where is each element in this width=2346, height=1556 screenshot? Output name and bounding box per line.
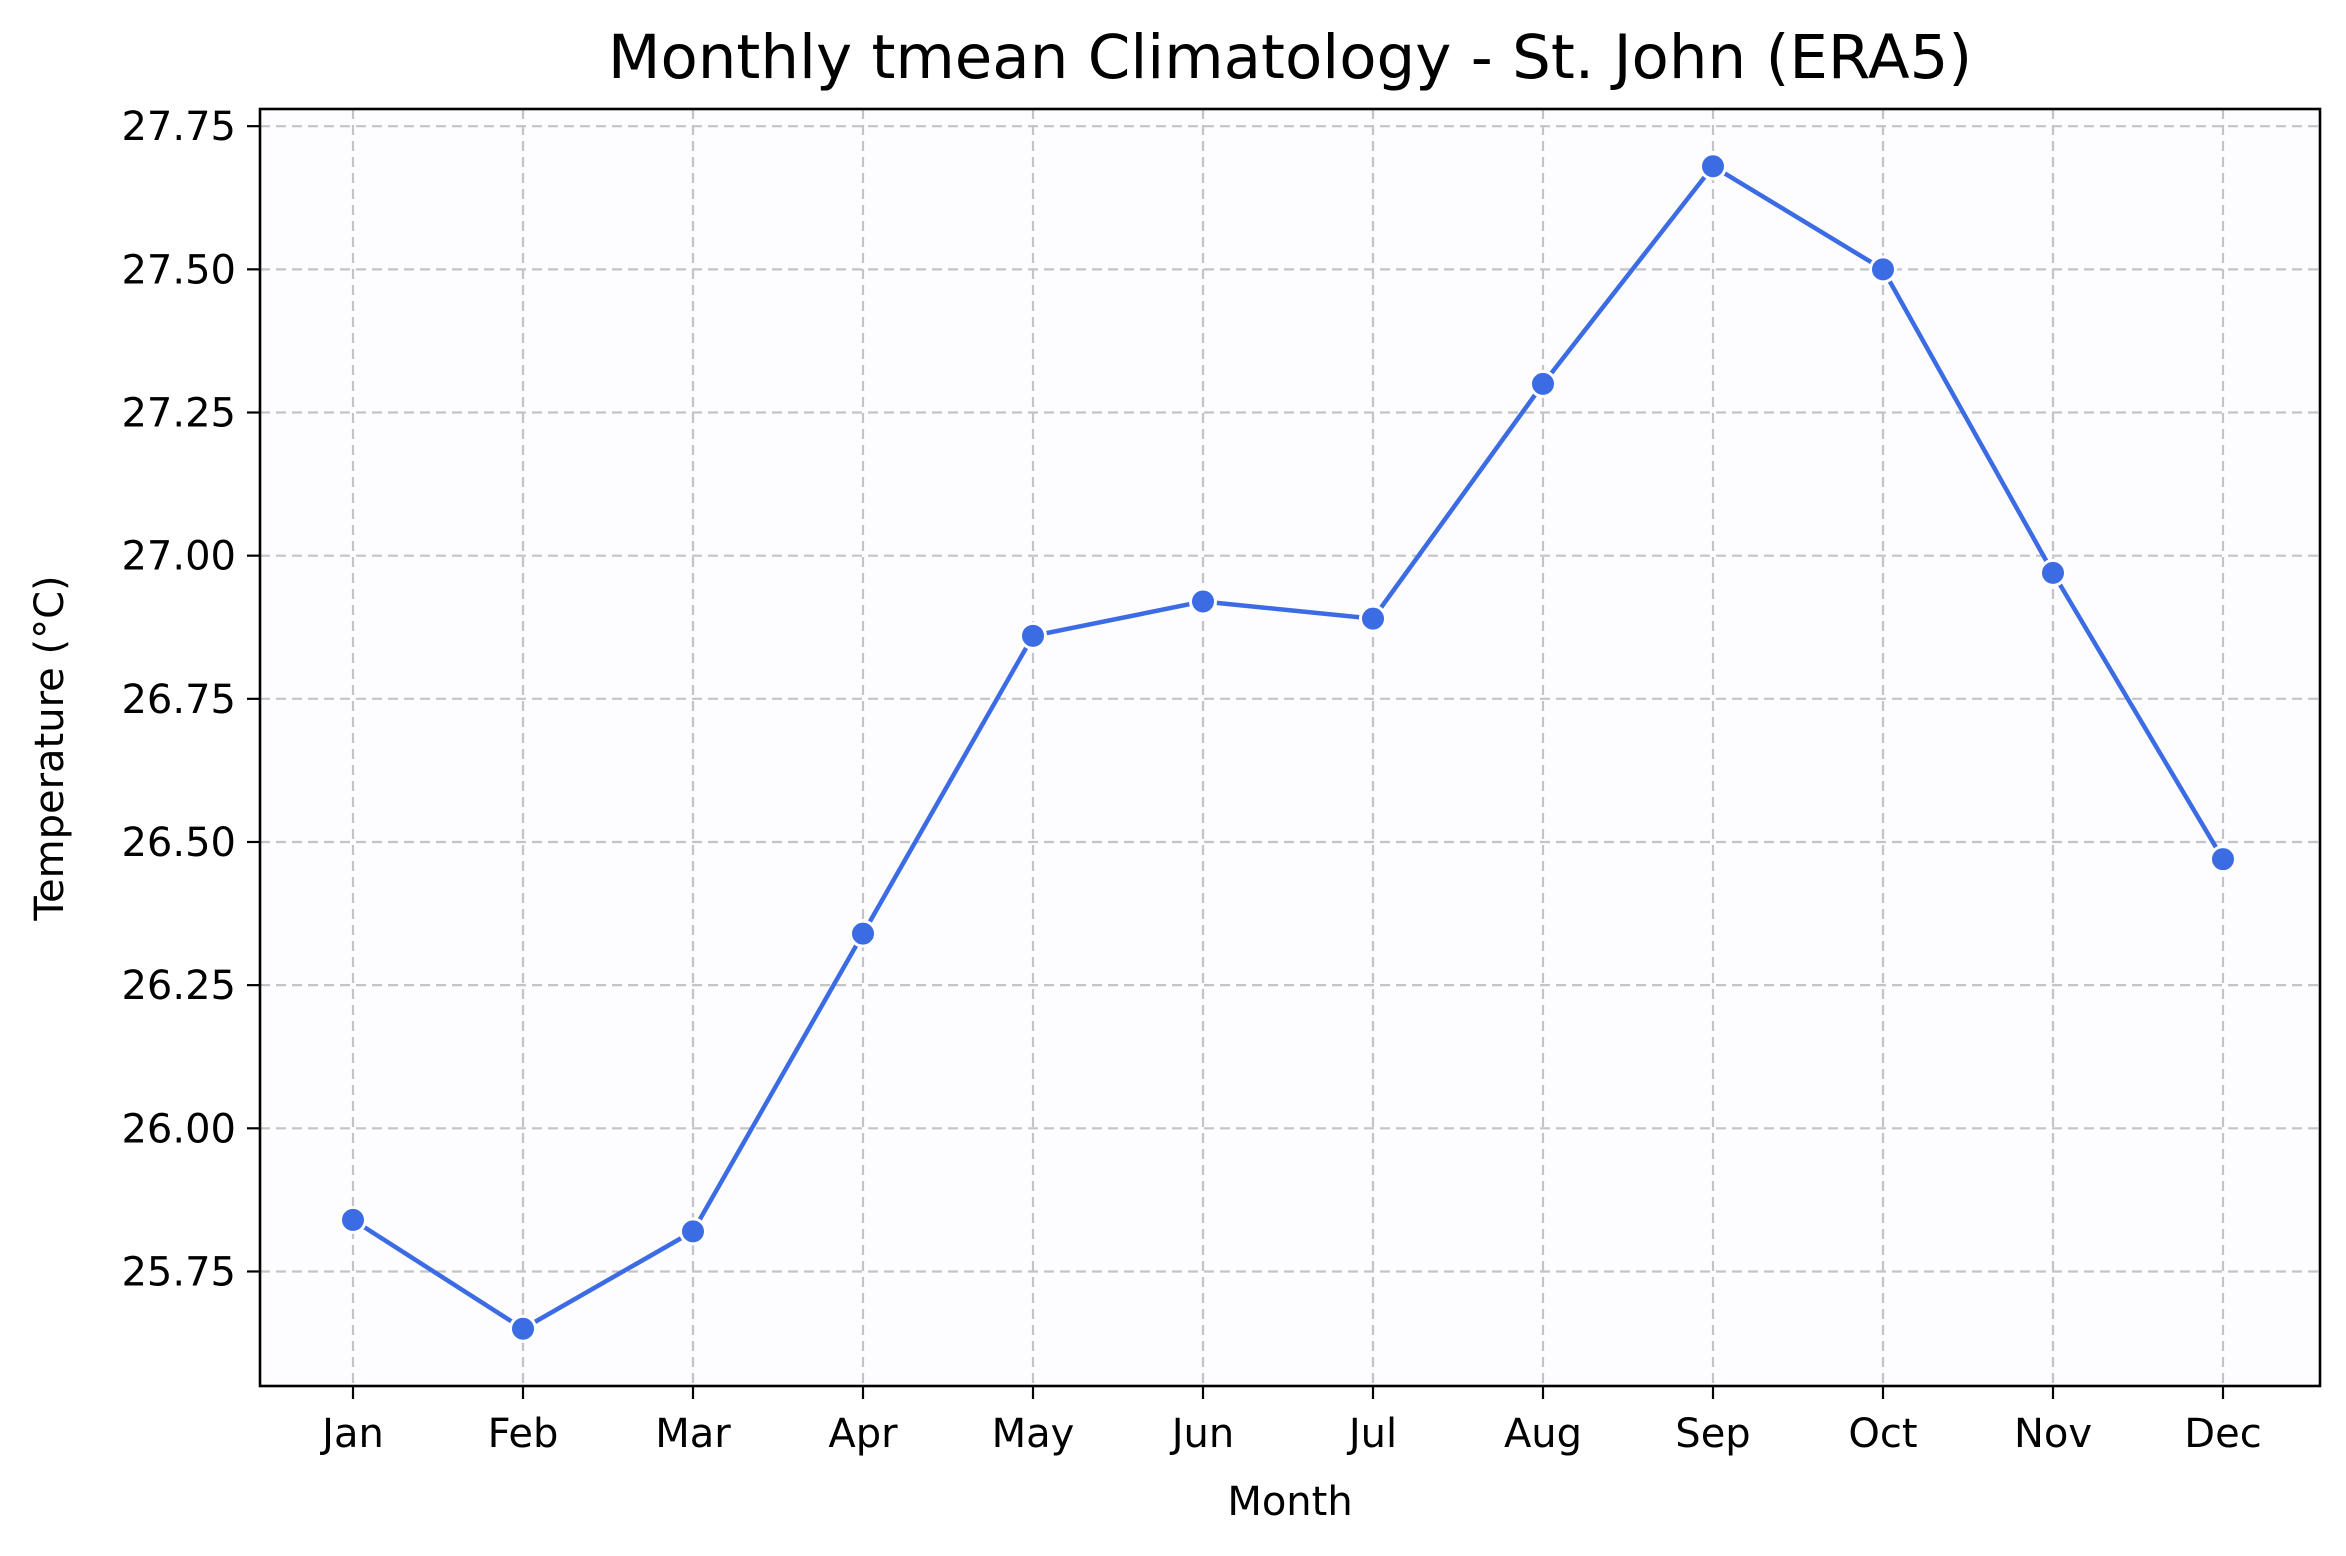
x-tick-label: Jul bbox=[1346, 1411, 1397, 1457]
x-tick-label: Dec bbox=[2184, 1411, 2261, 1457]
y-tick-label: 26.50 bbox=[121, 820, 236, 866]
y-tick-label: 25.75 bbox=[121, 1249, 236, 1295]
plot-area-background bbox=[260, 109, 2320, 1386]
x-tick-label: May bbox=[992, 1411, 1075, 1457]
x-tick-label: Oct bbox=[1848, 1411, 1917, 1457]
data-point-jan bbox=[339, 1205, 367, 1234]
axis-ticks bbox=[247, 125, 2225, 1399]
data-point-nov bbox=[2039, 558, 2067, 587]
series-markers bbox=[339, 152, 2237, 1343]
data-point-aug bbox=[1529, 369, 1557, 398]
chart-title: Monthly tmean Climatology - St. John (ER… bbox=[608, 22, 1972, 93]
plot-frame bbox=[258, 107, 2322, 1388]
y-tick-label: 27.00 bbox=[121, 534, 236, 580]
x-axis-label: Month bbox=[1227, 1479, 1352, 1525]
y-tick-label: 26.75 bbox=[121, 677, 236, 723]
data-point-apr bbox=[849, 919, 877, 948]
x-axis-tick-labels: Jan Feb Mar Apr May Jun Jul Aug Sep Oct Nov Dec bbox=[319, 1411, 2262, 1457]
x-tick-label: Jan bbox=[319, 1411, 384, 1457]
data-point-dec bbox=[2209, 845, 2237, 874]
data-point-feb bbox=[509, 1314, 537, 1343]
y-tick-label: 26.00 bbox=[121, 1106, 236, 1152]
x-tick-label: Sep bbox=[1675, 1411, 1750, 1457]
series-line bbox=[350, 164, 2226, 1331]
grid-lines bbox=[260, 109, 2320, 1386]
x-tick-label: Feb bbox=[488, 1411, 559, 1457]
y-tick-label: 27.75 bbox=[121, 104, 236, 150]
x-tick-label: Jun bbox=[1169, 1411, 1235, 1457]
y-tick-label: 27.50 bbox=[121, 247, 236, 293]
data-point-jun bbox=[1189, 587, 1217, 616]
data-point-mar bbox=[679, 1217, 707, 1246]
y-tick-label: 26.25 bbox=[121, 963, 236, 1009]
data-point-may bbox=[1019, 621, 1047, 650]
data-point-sep bbox=[1699, 152, 1727, 181]
data-point-jul bbox=[1359, 604, 1387, 633]
x-tick-label: Apr bbox=[828, 1411, 898, 1457]
x-tick-label: Aug bbox=[1504, 1411, 1582, 1457]
y-tick-label: 27.25 bbox=[121, 391, 236, 437]
y-axis-label: Temperature (°C) bbox=[27, 575, 73, 921]
x-tick-label: Nov bbox=[2014, 1411, 2092, 1457]
data-point-oct bbox=[1869, 255, 1897, 284]
x-tick-label: Mar bbox=[655, 1411, 731, 1457]
y-axis-tick-labels: 25.75 26.00 26.25 26.50 26.75 27.00 27.25 27.50… bbox=[121, 104, 236, 1295]
